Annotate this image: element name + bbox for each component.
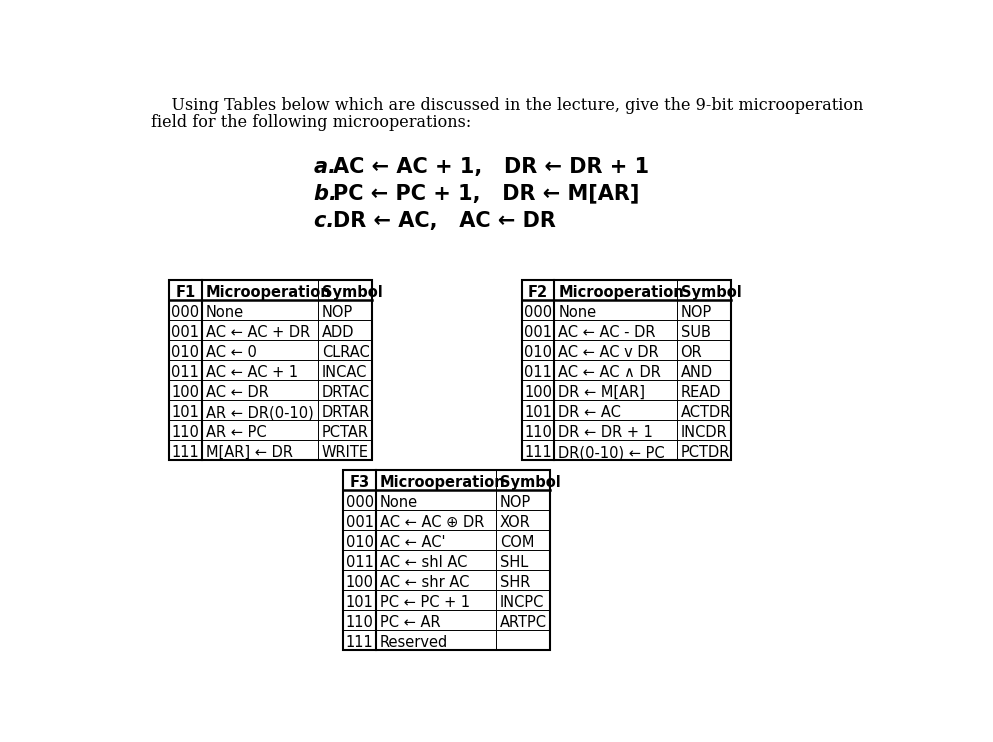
Text: 100: 100 xyxy=(524,385,552,400)
Text: Microoperation: Microoperation xyxy=(558,285,684,300)
Text: AND: AND xyxy=(680,365,713,380)
Text: Symbol: Symbol xyxy=(680,285,742,300)
Text: field for the following microoperations:: field for the following microoperations: xyxy=(151,114,472,131)
Text: INCAC: INCAC xyxy=(322,365,367,380)
Text: 000: 000 xyxy=(171,305,200,320)
Text: OR: OR xyxy=(680,345,702,360)
Bar xyxy=(344,470,550,651)
Text: INCPC: INCPC xyxy=(500,595,544,610)
Text: DR ← AC,   AC ← DR: DR ← AC, AC ← DR xyxy=(334,211,556,231)
Bar xyxy=(521,280,731,460)
Text: DR(0-10) ← PC: DR(0-10) ← PC xyxy=(558,445,664,460)
Text: AC ← shr AC: AC ← shr AC xyxy=(380,575,470,590)
Text: c.: c. xyxy=(314,211,342,231)
Text: 001: 001 xyxy=(346,515,373,530)
Text: Symbol: Symbol xyxy=(500,475,561,490)
Text: AC ← 0: AC ← 0 xyxy=(206,345,256,360)
Text: Reserved: Reserved xyxy=(380,635,448,650)
Bar xyxy=(169,280,372,460)
Text: PC ← PC + 1: PC ← PC + 1 xyxy=(380,595,470,610)
Text: 100: 100 xyxy=(346,575,373,590)
Text: NOP: NOP xyxy=(500,495,531,510)
Text: PC ← PC + 1,   DR ← M[AR]: PC ← PC + 1, DR ← M[AR] xyxy=(334,184,639,204)
Text: 011: 011 xyxy=(172,365,200,380)
Text: ACTDR: ACTDR xyxy=(680,405,731,420)
Text: 101: 101 xyxy=(346,595,373,610)
Text: DR ← M[AR]: DR ← M[AR] xyxy=(558,385,645,400)
Text: 010: 010 xyxy=(346,535,373,550)
Text: PCTAR: PCTAR xyxy=(322,425,368,440)
Text: 111: 111 xyxy=(346,635,373,650)
Text: SHR: SHR xyxy=(500,575,530,590)
Text: ADD: ADD xyxy=(322,325,355,340)
Text: DR ← DR + 1: DR ← DR + 1 xyxy=(558,425,653,440)
Text: 011: 011 xyxy=(524,365,552,380)
Text: 110: 110 xyxy=(346,615,373,630)
Text: AC ← shl AC: AC ← shl AC xyxy=(380,555,468,570)
Text: XOR: XOR xyxy=(500,515,531,530)
Text: AR ← PC: AR ← PC xyxy=(206,425,266,440)
Text: 000: 000 xyxy=(346,495,373,510)
Text: INCDR: INCDR xyxy=(680,425,727,440)
Text: None: None xyxy=(558,305,596,320)
Text: AC ← AC ⊕ DR: AC ← AC ⊕ DR xyxy=(380,515,485,530)
Text: M[AR] ← DR: M[AR] ← DR xyxy=(206,445,293,460)
Text: AC ← AC + 1: AC ← AC + 1 xyxy=(206,365,298,380)
Text: Microoperation: Microoperation xyxy=(380,475,505,490)
Text: SHL: SHL xyxy=(500,555,528,570)
Text: AC ← AC + DR: AC ← AC + DR xyxy=(206,325,310,340)
Text: F2: F2 xyxy=(528,285,548,300)
Text: 110: 110 xyxy=(524,425,552,440)
Text: a.: a. xyxy=(314,157,344,177)
Text: b.: b. xyxy=(314,184,345,204)
Text: NOP: NOP xyxy=(680,305,712,320)
Text: 010: 010 xyxy=(524,345,552,360)
Text: READ: READ xyxy=(680,385,721,400)
Text: DRTAR: DRTAR xyxy=(322,405,370,420)
Text: CLRAC: CLRAC xyxy=(322,345,369,360)
Text: AC ← AC + 1,   DR ← DR + 1: AC ← AC + 1, DR ← DR + 1 xyxy=(334,157,649,177)
Text: AR ← DR(0-10): AR ← DR(0-10) xyxy=(206,405,313,420)
Text: 111: 111 xyxy=(524,445,552,460)
Text: 101: 101 xyxy=(172,405,200,420)
Text: F3: F3 xyxy=(350,475,369,490)
Text: DR ← AC: DR ← AC xyxy=(558,405,621,420)
Text: 001: 001 xyxy=(524,325,552,340)
Text: WRITE: WRITE xyxy=(322,445,368,460)
Text: 000: 000 xyxy=(524,305,552,320)
Text: 010: 010 xyxy=(172,345,200,360)
Text: 110: 110 xyxy=(172,425,200,440)
Text: 101: 101 xyxy=(524,405,552,420)
Text: AC ← AC v DR: AC ← AC v DR xyxy=(558,345,659,360)
Text: AC ← AC ∧ DR: AC ← AC ∧ DR xyxy=(558,365,661,380)
Text: SUB: SUB xyxy=(680,325,710,340)
Text: Using Tables below which are discussed in the lecture, give the 9-bit microopera: Using Tables below which are discussed i… xyxy=(151,96,864,114)
Text: AC ← DR: AC ← DR xyxy=(206,385,268,400)
Text: PC ← AR: PC ← AR xyxy=(380,615,441,630)
Text: COM: COM xyxy=(500,535,534,550)
Text: ARTPC: ARTPC xyxy=(500,615,547,630)
Text: 100: 100 xyxy=(172,385,200,400)
Text: NOP: NOP xyxy=(322,305,353,320)
Text: DRTAC: DRTAC xyxy=(322,385,369,400)
Text: 001: 001 xyxy=(172,325,200,340)
Text: None: None xyxy=(380,495,418,510)
Text: 111: 111 xyxy=(172,445,200,460)
Text: AC ← AC': AC ← AC' xyxy=(380,535,446,550)
Text: F1: F1 xyxy=(175,285,196,300)
Text: AC ← AC - DR: AC ← AC - DR xyxy=(558,325,655,340)
Text: 011: 011 xyxy=(346,555,373,570)
Text: None: None xyxy=(206,305,243,320)
Text: PCTDR: PCTDR xyxy=(680,445,730,460)
Text: Microoperation: Microoperation xyxy=(206,285,332,300)
Text: Symbol: Symbol xyxy=(322,285,382,300)
